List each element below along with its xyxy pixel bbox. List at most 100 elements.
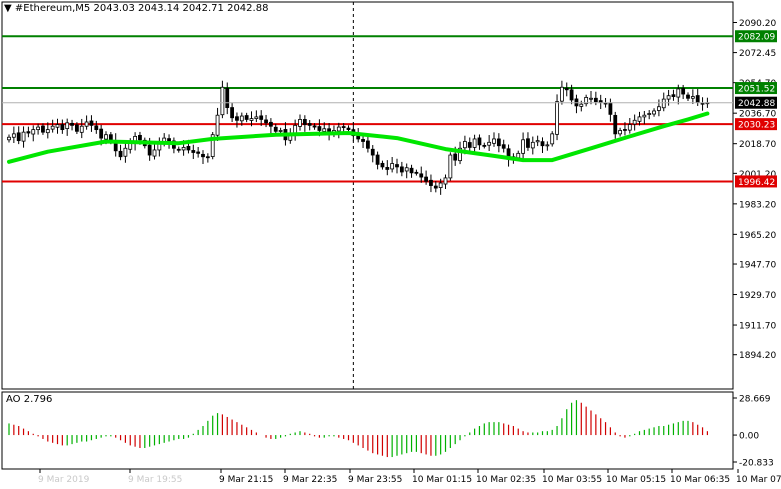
candle-bullish (560, 86, 564, 102)
time-tick-label: 9 Mar 22:35 (283, 475, 337, 485)
candle-bullish (254, 116, 259, 120)
resistance-price-badge-bg (735, 30, 777, 43)
candle-bullish (128, 142, 133, 150)
candle-bullish (220, 86, 225, 116)
candle-bearish (205, 156, 210, 159)
candle-bullish (472, 138, 477, 148)
candle-bearish (467, 142, 472, 148)
collapse-arrow-icon[interactable]: ▼ (4, 3, 12, 14)
candle-bearish (414, 171, 419, 174)
candle-bullish (657, 106, 661, 111)
time-tick-label: 9 Mar 2019 (38, 475, 90, 485)
candle-bearish (671, 94, 676, 97)
candle-bullish (516, 152, 521, 159)
candle-bearish (26, 131, 31, 134)
candle-bearish (409, 167, 414, 174)
candle-bullish (627, 124, 632, 131)
candle-bearish (429, 179, 433, 186)
candle-bearish (380, 162, 385, 168)
candle-bearish (424, 176, 429, 182)
candle-bearish (569, 89, 574, 101)
candle-bullish (249, 118, 254, 121)
candle-bearish (433, 185, 438, 189)
time-tick-label: 9 Mar 23:55 (348, 475, 402, 485)
time-tick-label: 10 Mar 07:55 (736, 475, 781, 485)
candle-bullish (438, 182, 443, 188)
candle-bullish (65, 122, 70, 130)
time-tick-label: 10 Mar 03:55 (542, 475, 602, 485)
ao-histogram (8, 400, 709, 458)
resistance-price-badge-bg (735, 82, 777, 95)
candle-bullish (579, 103, 584, 107)
candle-bearish (686, 94, 690, 99)
candle-bullish (36, 126, 40, 131)
candle-bearish (235, 116, 239, 121)
candle-bearish (375, 154, 380, 165)
candle-bearish (302, 119, 307, 125)
candle-bearish (94, 125, 99, 131)
candle-bullish (652, 110, 656, 115)
candle-bearish (60, 124, 65, 131)
candle-bearish (496, 138, 501, 147)
candle-bullish (637, 116, 642, 122)
candle-bearish (41, 125, 45, 133)
candle-bullish (530, 141, 535, 149)
price-tick-label: 2036.70 (739, 110, 776, 120)
candle-bullish (45, 129, 50, 134)
candle-bullish (79, 125, 84, 133)
ao-indicator-label: AO 2.796 (6, 394, 53, 405)
price-tick-label: 2090.20 (739, 19, 776, 29)
ao-tick-label: -20.833 (739, 459, 774, 469)
candle-bullish (390, 163, 395, 170)
candle-bullish (492, 138, 496, 144)
candle-bearish (540, 141, 545, 147)
time-tick-label: 10 Mar 01:15 (412, 475, 472, 485)
main-price-panel (1, 1, 734, 470)
time-tick-label: 10 Mar 05:15 (606, 475, 666, 485)
ohlc-values: 2043.03 2043.14 2042.71 2042.88 (93, 3, 269, 14)
candle-bullish (666, 95, 671, 100)
candle-bullish (181, 147, 186, 151)
support-price-badge: 2030.23 (738, 121, 775, 131)
candle-bullish (487, 141, 492, 146)
candle-bullish (589, 97, 593, 100)
candle-bullish (210, 134, 215, 157)
candle-bearish (370, 148, 375, 156)
symbol-label: #Ethereum,M5 (14, 3, 91, 14)
candle-bullish (7, 136, 11, 141)
candle-bullish (239, 115, 244, 122)
candle-bullish (458, 147, 462, 162)
ao-indicator-panel (1, 391, 734, 470)
candle-bearish (681, 88, 686, 95)
price-tick-label: 2001.20 (739, 170, 776, 180)
chart-info-line: ▼ #Ethereum,M5 2043.03 2043.14 2042.71 2… (4, 3, 268, 14)
candle-bullish (123, 147, 128, 157)
candle-bearish (259, 115, 264, 120)
candle-bullish (336, 126, 341, 132)
candle-bearish (453, 153, 458, 161)
candle-bearish (501, 144, 506, 149)
candle-bullish (690, 96, 695, 99)
candle-bearish (225, 87, 230, 108)
price-tick-label: 1983.20 (739, 200, 776, 210)
candle-bearish (230, 107, 235, 119)
price-tick-label: 1947.70 (739, 261, 776, 271)
candle-bearish (419, 173, 424, 178)
candle-bearish (361, 139, 365, 142)
support-price-badge: 1996.42 (738, 178, 775, 188)
candle-bearish (312, 125, 317, 128)
candle-bullish (661, 98, 666, 109)
candle-bullish (152, 149, 157, 157)
candle-bearish (608, 102, 613, 115)
candle-bearish (593, 97, 598, 103)
candle-bearish (244, 115, 249, 120)
price-tick-label: 1894.20 (739, 351, 776, 361)
candle-bearish (477, 137, 482, 146)
candle-bearish (138, 134, 142, 141)
candle-bullish (55, 124, 60, 128)
candle-bearish (70, 122, 74, 126)
candle-bullish (632, 119, 637, 125)
candle-bearish (196, 151, 201, 154)
candle-bullish (11, 133, 16, 138)
candle-bullish (584, 97, 589, 105)
